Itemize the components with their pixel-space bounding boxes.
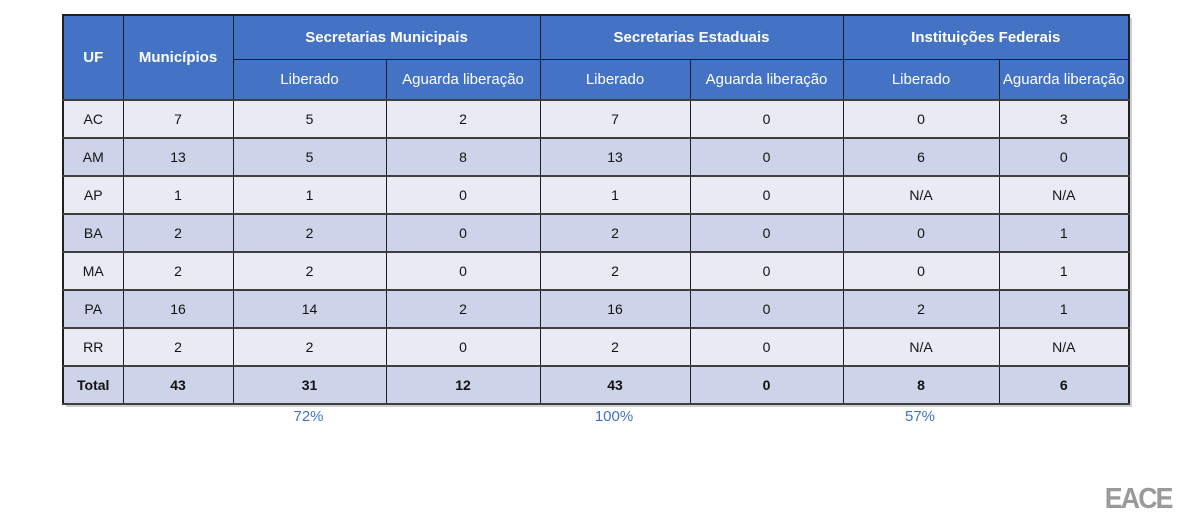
sm-liberado-cell: 5	[232, 137, 387, 177]
municipios-cell: 13	[122, 137, 234, 177]
if-aguarda-cell: N/A	[998, 327, 1130, 367]
table-row: BA 2 2 0 2 0 0 1	[62, 213, 1130, 253]
se-liberado-cell: 1	[539, 175, 691, 215]
se-liberado-cell: 2	[539, 213, 691, 253]
uf-cell: AC	[62, 99, 124, 139]
se-aguarda-cell: 0	[689, 99, 844, 139]
se-aguarda-cell: 0	[689, 289, 844, 329]
se-aguarda-cell: 0	[689, 365, 844, 405]
sm-aguarda-cell: 0	[385, 327, 541, 367]
sm-aguarda-cell: 8	[385, 137, 541, 177]
se-liberado-cell: 7	[539, 99, 691, 139]
if-liberado-cell: 6	[842, 137, 1000, 177]
col-group-secretarias-estaduais: Secretarias Estaduais	[539, 14, 844, 60]
eace-logo: EACE	[1105, 483, 1174, 515]
table-row: PA 16 14 2 16 0 2 1	[62, 289, 1130, 329]
table-body: AC 7 5 2 7 0 0 3 AM 13 5 8 13 0 6 0 AP 1…	[62, 99, 1130, 405]
se-aguarda-cell: 0	[689, 137, 844, 177]
percentage-secretarias-estaduais: 100%	[594, 408, 634, 425]
sm-aguarda-cell: 2	[385, 289, 541, 329]
se-liberado-cell: 16	[539, 289, 691, 329]
sm-liberado-cell: 2	[232, 251, 387, 291]
col-header-sm-liberado: Liberado	[232, 59, 387, 101]
table-row: RR 2 2 0 2 0 N/A N/A	[62, 327, 1130, 367]
se-aguarda-cell: 0	[689, 175, 844, 215]
sm-aguarda-cell: 0	[385, 175, 541, 215]
sm-liberado-cell: 5	[232, 99, 387, 139]
if-aguarda-cell: 0	[998, 137, 1130, 177]
percentage-instituicoes-federais: 57%	[904, 408, 936, 425]
sm-aguarda-cell: 2	[385, 99, 541, 139]
se-liberado-cell: 43	[539, 365, 691, 405]
if-aguarda-cell: 6	[998, 365, 1130, 405]
uf-cell: MA	[62, 251, 124, 291]
col-group-instituicoes-federais: Instituições Federais	[842, 14, 1130, 60]
sm-liberado-cell: 1	[232, 175, 387, 215]
uf-cell: Total	[62, 365, 124, 405]
col-group-secretarias-municipais: Secretarias Municipais	[232, 14, 541, 60]
percentage-secretarias-municipais: 72%	[293, 408, 324, 425]
col-header-if-aguarda: Aguarda liberação	[998, 59, 1130, 101]
sm-aguarda-cell: 12	[385, 365, 541, 405]
if-aguarda-cell: 3	[998, 99, 1130, 139]
if-liberado-cell: 0	[842, 213, 1000, 253]
se-aguarda-cell: 0	[689, 251, 844, 291]
sm-aguarda-cell: 0	[385, 213, 541, 253]
if-liberado-cell: N/A	[842, 327, 1000, 367]
municipios-cell: 2	[122, 251, 234, 291]
se-liberado-cell: 2	[539, 327, 691, 367]
se-liberado-cell: 2	[539, 251, 691, 291]
table-row: AP 1 1 0 1 0 N/A N/A	[62, 175, 1130, 215]
sm-aguarda-cell: 0	[385, 251, 541, 291]
sm-liberado-cell: 2	[232, 327, 387, 367]
uf-cell: AP	[62, 175, 124, 215]
sm-liberado-cell: 2	[232, 213, 387, 253]
col-header-if-liberado: Liberado	[842, 59, 1000, 101]
table-row: AC 7 5 2 7 0 0 3	[62, 99, 1130, 139]
table-row: Total 43 31 12 43 0 8 6	[62, 365, 1130, 405]
col-header-se-aguarda: Aguarda liberação	[689, 59, 844, 101]
if-aguarda-cell: N/A	[998, 175, 1130, 215]
uf-cell: PA	[62, 289, 124, 329]
sm-liberado-cell: 14	[232, 289, 387, 329]
municipios-cell: 2	[122, 327, 234, 367]
if-liberado-cell: 2	[842, 289, 1000, 329]
table-row: MA 2 2 0 2 0 0 1	[62, 251, 1130, 291]
municipios-cell: 16	[122, 289, 234, 329]
uf-cell: RR	[62, 327, 124, 367]
header-row-sub: Liberado Aguarda liberação Liberado Agua…	[63, 59, 1130, 101]
table-row: AM 13 5 8 13 0 6 0	[62, 137, 1130, 177]
percentages-row: 72% 100% 57%	[62, 408, 1128, 430]
if-liberado-cell: 0	[842, 99, 1000, 139]
if-aguarda-cell: 1	[998, 251, 1130, 291]
sm-liberado-cell: 31	[232, 365, 387, 405]
table-header: UF Municípios Secretarias Municipais Sec…	[62, 14, 1130, 101]
if-aguarda-cell: 1	[998, 289, 1130, 329]
col-header-se-liberado: Liberado	[539, 59, 691, 101]
if-liberado-cell: 8	[842, 365, 1000, 405]
se-liberado-cell: 13	[539, 137, 691, 177]
se-aguarda-cell: 0	[689, 327, 844, 367]
uf-cell: BA	[62, 213, 124, 253]
header-row-groups: UF Municípios Secretarias Municipais Sec…	[62, 14, 1130, 101]
if-aguarda-cell: 1	[998, 213, 1130, 253]
municipios-cell: 43	[122, 365, 234, 405]
col-header-sm-aguarda: Aguarda liberação	[385, 59, 541, 101]
se-aguarda-cell: 0	[689, 213, 844, 253]
if-liberado-cell: 0	[842, 251, 1000, 291]
uf-cell: AM	[62, 137, 124, 177]
municipios-cell: 1	[122, 175, 234, 215]
col-header-uf: UF	[62, 14, 124, 101]
if-liberado-cell: N/A	[842, 175, 1000, 215]
status-table-wrap: UF Municípios Secretarias Municipais Sec…	[62, 14, 1131, 405]
municipios-cell: 2	[122, 213, 234, 253]
col-header-municipios: Municípios	[122, 14, 234, 101]
municipios-cell: 7	[122, 99, 234, 139]
status-table: UF Municípios Secretarias Municipais Sec…	[62, 14, 1131, 405]
